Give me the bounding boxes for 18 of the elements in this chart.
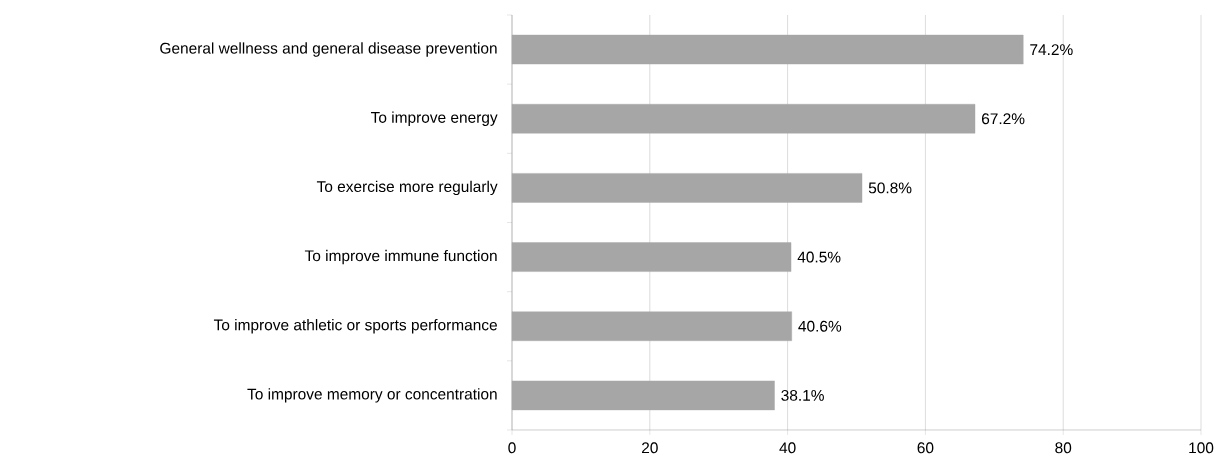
x-tick-label: 100	[1189, 442, 1214, 454]
x-tick-label: 40	[779, 442, 796, 454]
x-tick-label: 20	[642, 442, 658, 454]
data-label: 38.1%	[781, 389, 824, 401]
data-label: 67.2%	[982, 113, 1025, 125]
y-tick-label: To improve athletic or sports performance	[213, 319, 497, 334]
data-label: 40.5%	[797, 251, 841, 263]
y-tick-label: General wellness and general disease prevention	[160, 42, 497, 57]
data-label: 50.8%	[868, 182, 912, 194]
y-tick-label: To improve memory or concentration	[247, 388, 497, 403]
x-tick-label: 80	[1055, 442, 1072, 454]
y-tick-label: To improve energy	[370, 111, 498, 126]
y-tick-label: To exercise more regularly	[316, 180, 498, 196]
data-label: 40.6%	[798, 320, 842, 332]
x-tick-label: 60	[917, 442, 934, 454]
data-label: 74.2%	[1030, 44, 1073, 56]
y-tick-label: To improve immune function	[304, 249, 497, 265]
x-tick-label: 0	[508, 442, 516, 454]
